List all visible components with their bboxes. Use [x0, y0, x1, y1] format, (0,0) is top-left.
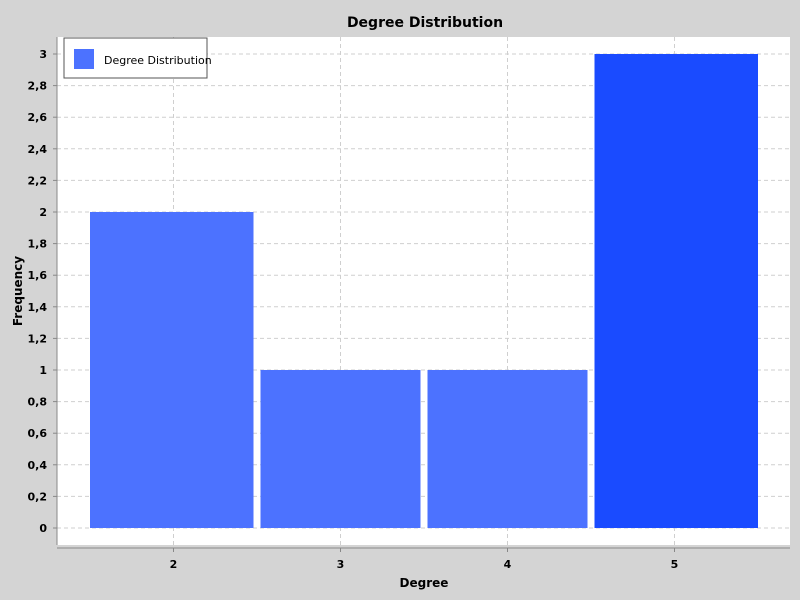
y-tick-label: 1	[39, 364, 47, 377]
bar-degree-3	[260, 370, 421, 528]
y-tick-label: 0,2	[28, 490, 48, 503]
bar-degree-4	[427, 370, 588, 528]
y-tick-label: 2	[39, 206, 47, 219]
y-axis-label: Frequency	[11, 256, 25, 326]
x-tick-label: 4	[504, 558, 512, 571]
y-tick-label: 1,2	[28, 332, 48, 345]
bar-degree-5	[594, 54, 758, 528]
y-tick-label: 1,4	[28, 301, 48, 314]
y-tick-label: 1,6	[28, 269, 48, 282]
bar-degree-2	[90, 212, 254, 528]
x-axis-label: Degree	[400, 576, 449, 590]
chart-title: Degree Distribution	[347, 15, 503, 31]
x-tick-label: 3	[337, 558, 345, 571]
x-axis-ticks: 2 3 4 5	[170, 548, 679, 571]
y-tick-label: 0,8	[28, 396, 48, 409]
x-tick-label: 5	[671, 558, 679, 571]
y-tick-label: 2,6	[28, 111, 48, 124]
y-tick-label: 0	[39, 522, 47, 535]
bars-layer	[90, 54, 758, 528]
legend: Degree Distribution	[63, 37, 212, 79]
y-tick-label: 2,2	[28, 174, 48, 187]
y-tick-label: 2,4	[28, 143, 48, 156]
x-tick-label: 2	[170, 558, 178, 571]
y-tick-label: 0,4	[28, 459, 48, 472]
y-axis-ticks: 0 0,2 0,4 0,6 0,8 1 1,2 1,4 1,6 1,8 2 2,2 2,4 2,6 2,8 3	[28, 48, 57, 535]
y-tick-label: 2,8	[28, 80, 48, 93]
y-tick-label: 1,8	[28, 238, 48, 251]
legend-swatch	[74, 49, 94, 69]
y-tick-label: 0,6	[28, 427, 48, 440]
legend-entry-label: Degree Distribution	[104, 54, 212, 67]
y-tick-label: 3	[39, 48, 47, 61]
